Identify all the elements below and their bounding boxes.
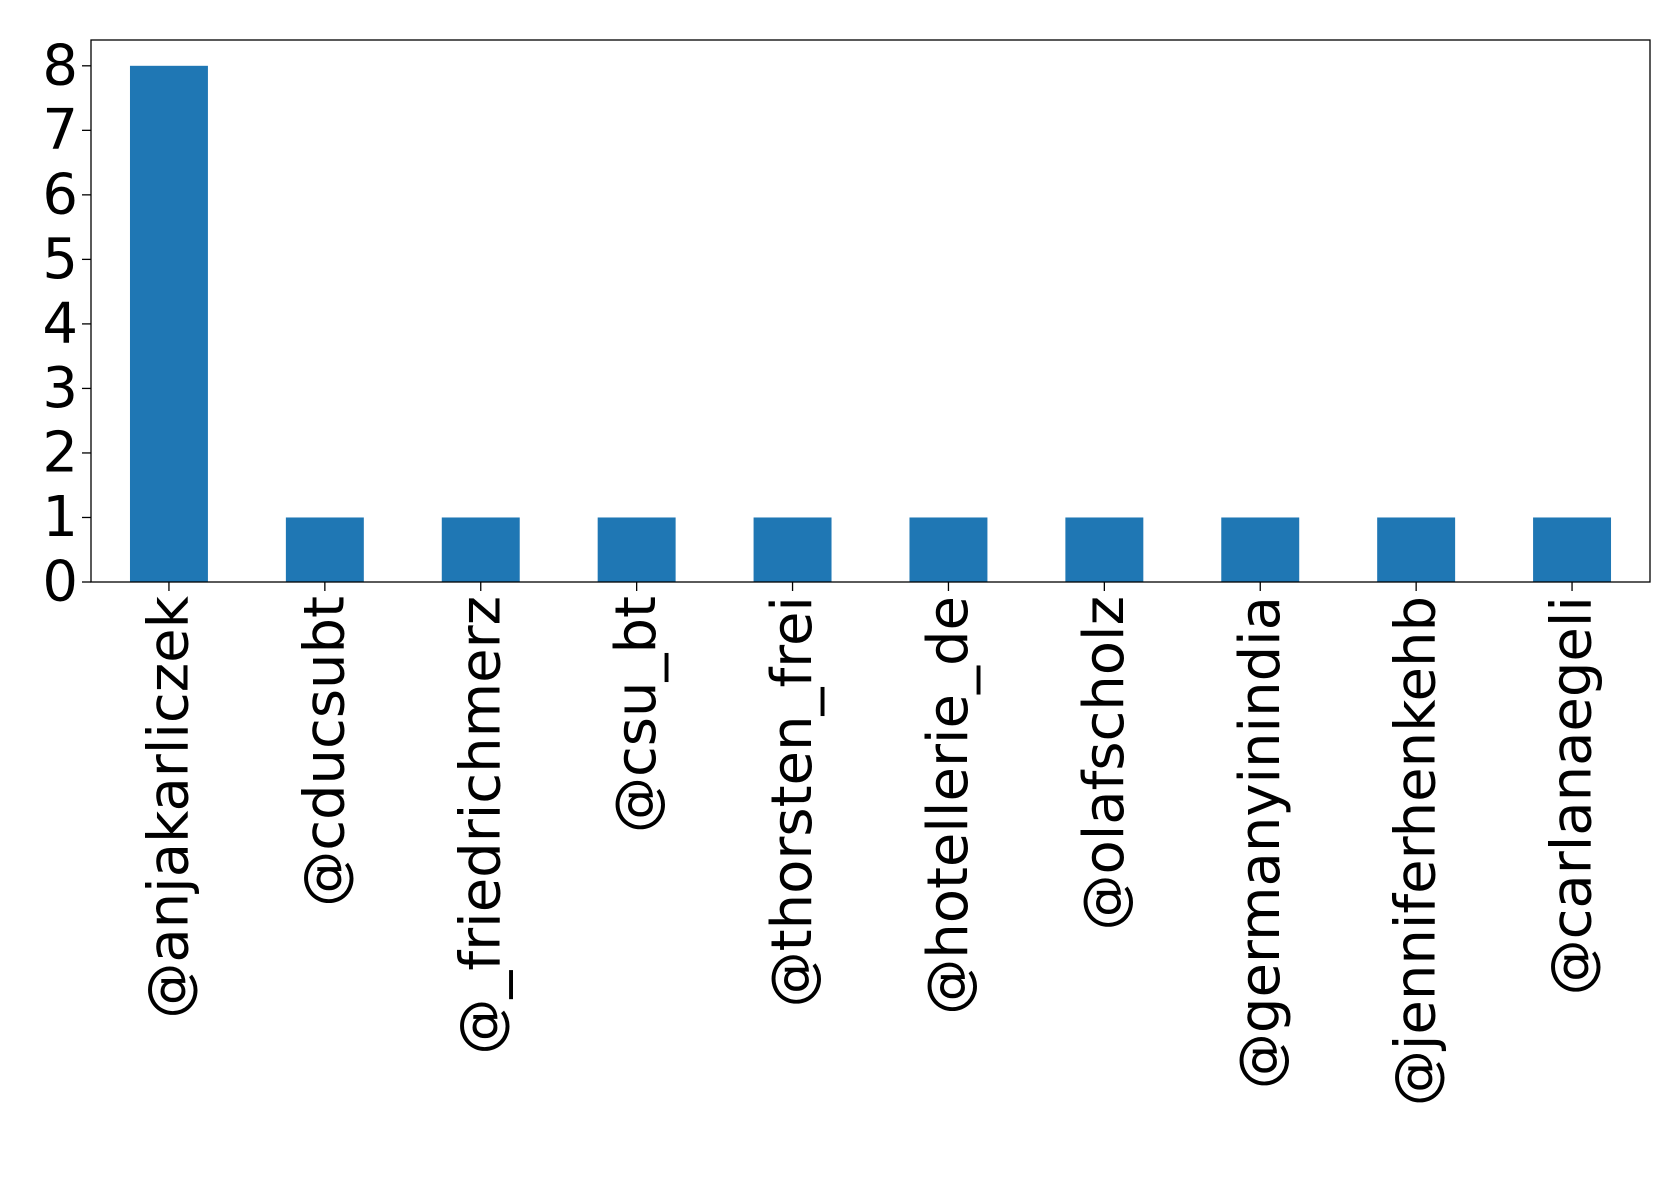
bar-anjakarliczek bbox=[129, 65, 208, 583]
y-tick-label: 6 bbox=[42, 162, 78, 227]
x-tick-label: @cducsubt bbox=[292, 596, 357, 907]
y-tick-label: 5 bbox=[42, 227, 78, 292]
x-tick-label: @csu_bt bbox=[604, 596, 669, 833]
y-tick-label: 0 bbox=[42, 550, 78, 615]
x-tick-label: @_friedrichmerz bbox=[448, 596, 513, 1055]
bar-cducsubt bbox=[285, 517, 364, 582]
y-tick-label: 8 bbox=[42, 33, 78, 98]
x-tick-label: @olafscholz bbox=[1072, 596, 1137, 931]
x-tick-label: @hotellerie_de bbox=[916, 596, 981, 1015]
y-tick-label: 3 bbox=[42, 356, 78, 421]
y-tick-label: 2 bbox=[42, 420, 78, 485]
bar-csu-bt bbox=[597, 517, 676, 582]
bar-olafscholz bbox=[1065, 517, 1144, 582]
x-tick-label: @jenniferhenkehb bbox=[1384, 596, 1449, 1106]
y-tick-label: 7 bbox=[42, 98, 78, 163]
bar-jenniferhenkehb bbox=[1377, 517, 1456, 582]
x-axis: @anjakarliczek @cducsubt @_friedrichmerz @c… bbox=[136, 582, 1605, 1106]
y-tick-label: 1 bbox=[42, 485, 78, 550]
x-tick-label: @germanyinindia bbox=[1228, 596, 1293, 1089]
bars-group bbox=[129, 65, 1612, 583]
bar-carlanaegeli bbox=[1533, 517, 1612, 582]
x-tick-label: @thorsten_frei bbox=[760, 596, 825, 1007]
x-tick-label: @carlanaegeli bbox=[1540, 596, 1605, 995]
bar-germanyinindia bbox=[1221, 517, 1300, 582]
bar-thorsten-frei bbox=[753, 517, 832, 582]
bar-hotellerie-de bbox=[909, 517, 988, 582]
y-tick-label: 4 bbox=[42, 291, 78, 356]
bar-friedrichmerz bbox=[441, 517, 520, 582]
plot-area-frame bbox=[90, 39, 1651, 583]
x-tick-label: @anjakarliczek bbox=[136, 595, 201, 1018]
